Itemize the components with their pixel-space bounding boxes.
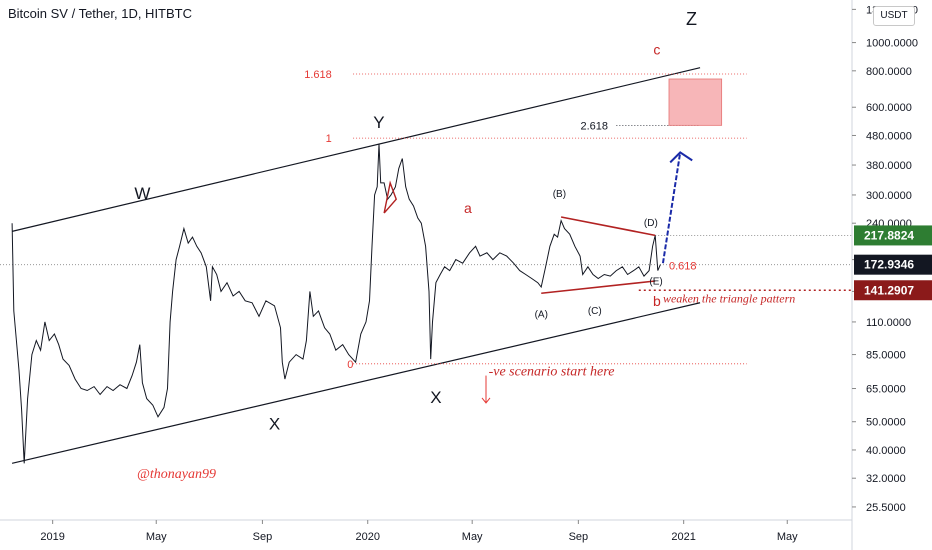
- y-tick-label: 40.0000: [866, 445, 906, 457]
- triangle-lower-line: [541, 280, 656, 295]
- price-series-line: [11, 143, 661, 464]
- wave-label-B: (B): [553, 189, 566, 200]
- price-label-text: 141.2907: [864, 283, 914, 297]
- channel-upper-line: [11, 67, 701, 232]
- drawings: [0, 67, 852, 464]
- fib-label-1618: 1.618: [304, 69, 332, 81]
- wave-label-y: Y: [373, 113, 384, 132]
- time-axis: 2019 May Sep 2020 May Sep 2021 May: [0, 519, 852, 543]
- wave-label-w: W: [134, 184, 150, 203]
- price-label-bg: [854, 254, 932, 275]
- x-tick-label: May: [146, 531, 167, 543]
- channel-lower-line: [11, 302, 701, 464]
- wave-label-x2: X: [430, 388, 441, 407]
- fib-label-2618: 2.618: [580, 120, 608, 132]
- y-tick-label: 50.0000: [866, 417, 906, 429]
- y-tick-label: 85.0000: [866, 350, 906, 362]
- y-tick-label: 480.0000: [866, 130, 912, 142]
- y-tick-label: 800.0000: [866, 66, 912, 78]
- chart-title: Bitcoin SV / Tether, 1D, HITBTC: [8, 6, 192, 21]
- x-tick-label: 2020: [355, 531, 379, 543]
- wave-label-a: a: [464, 200, 472, 216]
- overlay-drawings: [383, 78, 723, 404]
- y-tick-label: 380.0000: [866, 160, 912, 172]
- wave-labels: W X Y X Za b c (A) (B) (C) (D) (E) 1.618 1 0 2.618 0.618…: [134, 9, 795, 482]
- wave-label-x1: X: [269, 415, 280, 434]
- y-tick-label: 300.0000: [866, 190, 912, 202]
- wave-label-c: c: [653, 42, 660, 58]
- y-tick-label: 1000.0000: [866, 38, 918, 50]
- x-tick-label: Sep: [569, 531, 589, 543]
- price-label-text: 217.8824: [864, 228, 914, 242]
- x-tick-label: 2019: [40, 531, 64, 543]
- wave-label-z: Z: [686, 9, 697, 29]
- fib-label-0618: 0.618: [669, 260, 697, 272]
- weaken-annotation: weaken the triangle pattern: [663, 291, 795, 305]
- y-tick-label: 110.0000: [866, 317, 911, 329]
- x-tick-label: May: [777, 531, 798, 543]
- author-annotation: @thonayan99: [137, 467, 216, 482]
- price-label-bg: [854, 280, 932, 301]
- projection-arrow-line: [661, 152, 682, 264]
- wave-label-b: b: [653, 293, 661, 309]
- fib-label-1: 1: [326, 133, 332, 145]
- wave-label-D: (D): [644, 218, 658, 229]
- x-tick-label: 2021: [671, 531, 695, 543]
- price-axis: 25.5000 32.0000 40.0000 50.0000 65.0000 85.00…: [851, 0, 918, 550]
- y-tick-label: 600.0000: [866, 102, 912, 114]
- target-zone-box: [668, 78, 723, 126]
- price-labels: 217.8824 172.9346 141.2907: [854, 225, 932, 301]
- y-tick-label: 25.5000: [866, 502, 906, 514]
- down-arrow-head: [481, 397, 491, 404]
- price-label-text: 172.9346: [864, 258, 914, 272]
- x-tick-label: May: [462, 531, 483, 543]
- small-triangle: [383, 180, 398, 214]
- triangle-upper-line: [560, 216, 656, 237]
- scenario-annotation: -ve scenario start here: [489, 365, 615, 380]
- x-tick-label: Sep: [253, 531, 273, 543]
- price-label-bg: [854, 225, 932, 246]
- wave-label-E: (E): [649, 276, 662, 287]
- fib-label-0: 0: [347, 359, 353, 371]
- wave-label-C: (C): [588, 306, 602, 317]
- y-tick-label: 65.0000: [866, 384, 906, 396]
- wave-label-A: (A): [535, 309, 548, 320]
- y-tick-label: 32.0000: [866, 473, 906, 485]
- currency-selector[interactable]: USDT: [873, 6, 915, 26]
- projection-arrowhead: [669, 151, 693, 164]
